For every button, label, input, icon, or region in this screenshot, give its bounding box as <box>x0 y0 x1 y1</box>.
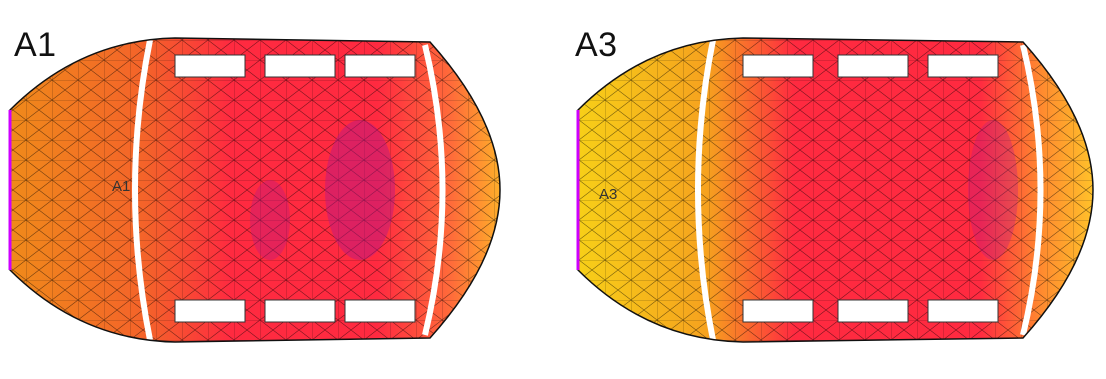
panel-marker: A3 <box>599 186 618 203</box>
heatmap-mesh-a3 <box>576 37 1094 343</box>
hotspot <box>968 120 1018 260</box>
hotspot <box>250 180 290 260</box>
heatmap-mesh-a1 <box>8 37 501 343</box>
panel-title: A1 <box>14 26 57 64</box>
hotspot <box>325 120 395 260</box>
panel-marker: A1 <box>112 178 131 195</box>
panel-a3: A3 A3 <box>553 0 1106 379</box>
panel-a1: A1 A1 <box>8 26 501 343</box>
panel-title: A3 <box>575 26 618 64</box>
